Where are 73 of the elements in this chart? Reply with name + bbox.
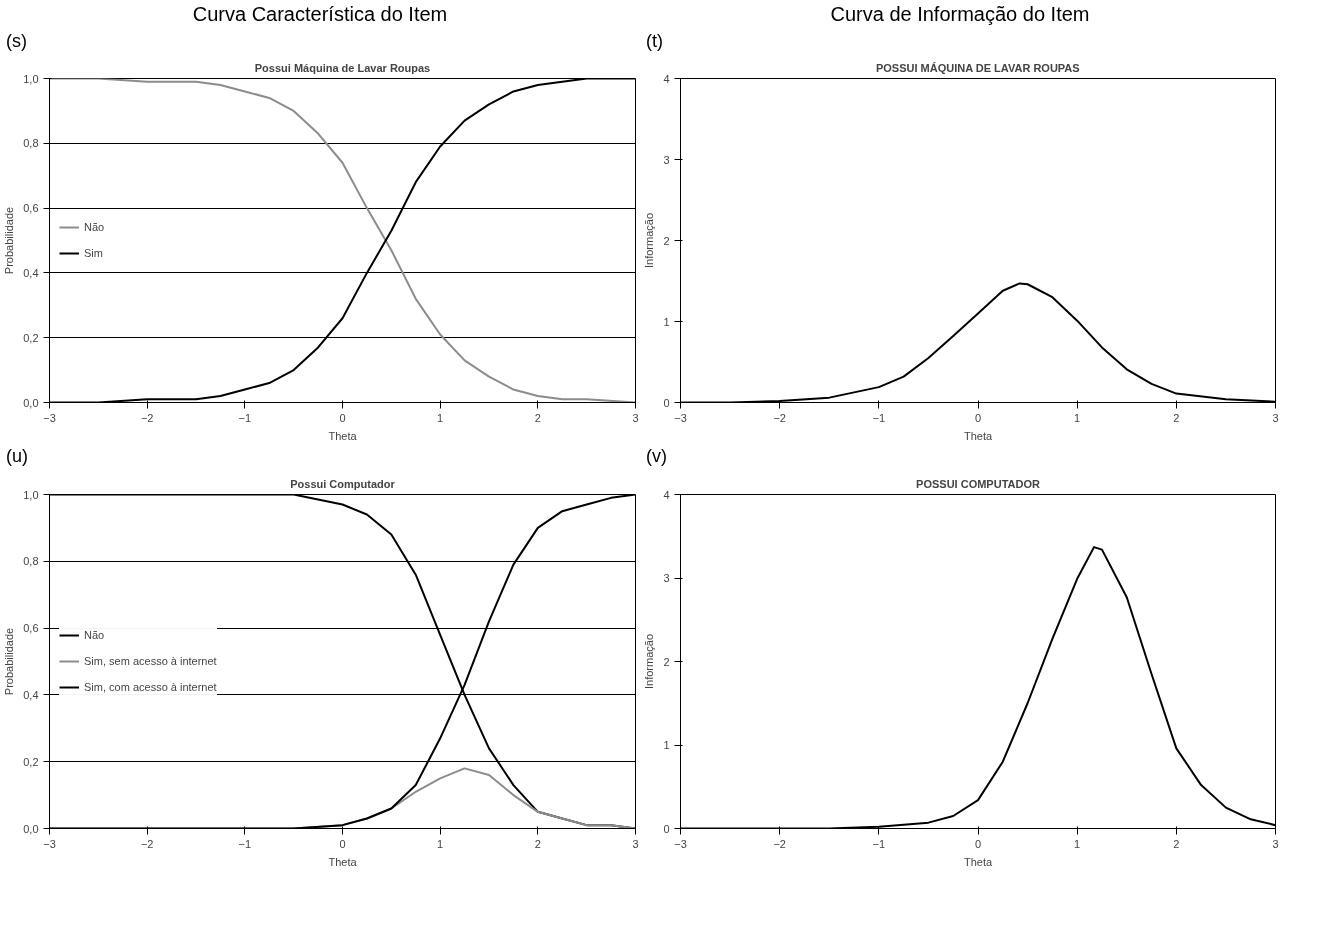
y-tick-label: 2: [663, 655, 670, 668]
x-axis-title: Theta: [963, 855, 993, 868]
x-axis-title: Theta: [328, 855, 358, 868]
y-tick-label: 1: [663, 738, 670, 751]
x-tick-label: 3: [1272, 837, 1279, 850]
text: Curva Característica do Item: [192, 2, 448, 27]
legend-label: Sim, com acesso à internet: [84, 680, 217, 693]
y-tick-label: 0,2: [23, 331, 39, 344]
x-axis-title: Theta: [328, 429, 358, 442]
x-tick-label: −1: [238, 837, 252, 850]
x-tick-label: 0: [974, 837, 982, 850]
x-tick-label: −3: [43, 837, 56, 850]
y-tick-label: 2: [663, 234, 670, 247]
legend-label: Sim, sem acesso à internet: [84, 654, 217, 667]
text: (t): [646, 29, 663, 53]
y-tick-label: 0,0: [23, 822, 39, 835]
y-axis-title: Informação: [643, 213, 656, 269]
y-tick-label: 3: [663, 153, 670, 166]
x-tick-label: 0: [339, 837, 346, 850]
y-tick-label: 0: [663, 822, 670, 835]
x-tick-label: −1: [238, 411, 252, 424]
x-tick-label: 3: [632, 411, 639, 424]
legend-label: Sim: [84, 247, 104, 260]
text: (u): [6, 445, 28, 469]
y-tick-label: 0,6: [23, 202, 39, 215]
y-axis-title: Probabilidade: [3, 207, 16, 275]
x-tick-label: 2: [1173, 837, 1180, 850]
x-tick-label: 1: [1074, 411, 1081, 424]
y-tick-label: 0,4: [23, 267, 39, 280]
x-tick-label: −2: [773, 837, 786, 850]
y-tick-label: 3: [663, 571, 670, 584]
x-tick-label: −2: [140, 837, 154, 850]
x-tick-label: 0: [339, 411, 346, 424]
chart-title: Possui Máquina de Lavar Roupas: [254, 61, 431, 74]
x-tick-label: −2: [140, 411, 154, 424]
chart-title: POSSUI COMPUTADOR: [916, 477, 1040, 490]
y-tick-label: 1,0: [23, 488, 39, 501]
x-tick-label: −2: [773, 411, 786, 424]
text: Curva de Informação do Item: [830, 2, 1090, 27]
x-tick-label: 2: [534, 837, 541, 850]
x-tick-label: −1: [872, 411, 886, 424]
y-tick-label: 0,4: [23, 688, 39, 701]
y-tick-label: 0,6: [23, 622, 39, 635]
y-axis-title: Probabilidade: [3, 627, 16, 696]
chart-title: POSSUI MÁQUINA DE LAVAR ROUPAS: [875, 61, 1080, 74]
y-tick-label: 0,8: [23, 137, 39, 150]
y-tick-label: 0: [663, 396, 670, 409]
x-tick-label: −3: [674, 411, 687, 424]
x-tick-label: 2: [534, 411, 541, 424]
x-tick-label: 1: [437, 411, 444, 424]
chart-title: Possui Computador: [290, 477, 396, 490]
x-tick-label: −1: [872, 837, 886, 850]
x-tick-label: −3: [43, 411, 56, 424]
x-tick-label: 3: [632, 837, 639, 850]
y-tick-label: 0,8: [23, 555, 39, 568]
legend-label: Não: [84, 628, 105, 641]
x-tick-label: 1: [437, 837, 444, 850]
x-tick-label: 2: [1173, 411, 1180, 424]
y-tick-label: 0,0: [23, 396, 39, 409]
text: (s): [6, 29, 27, 53]
y-axis-title: Informação: [643, 633, 656, 689]
y-tick-label: 4: [663, 72, 670, 85]
y-tick-label: 1,0: [23, 72, 39, 85]
y-tick-label: 1: [663, 315, 670, 328]
x-tick-label: 0: [974, 411, 982, 424]
y-tick-label: 4: [663, 488, 670, 501]
x-axis-title: Theta: [963, 429, 993, 442]
x-tick-label: 1: [1074, 837, 1081, 850]
text: (v): [646, 445, 667, 469]
y-tick-label: 0,2: [23, 755, 39, 768]
x-tick-label: 3: [1272, 411, 1279, 424]
legend-label: Não: [84, 221, 105, 234]
x-tick-label: −3: [674, 837, 687, 850]
